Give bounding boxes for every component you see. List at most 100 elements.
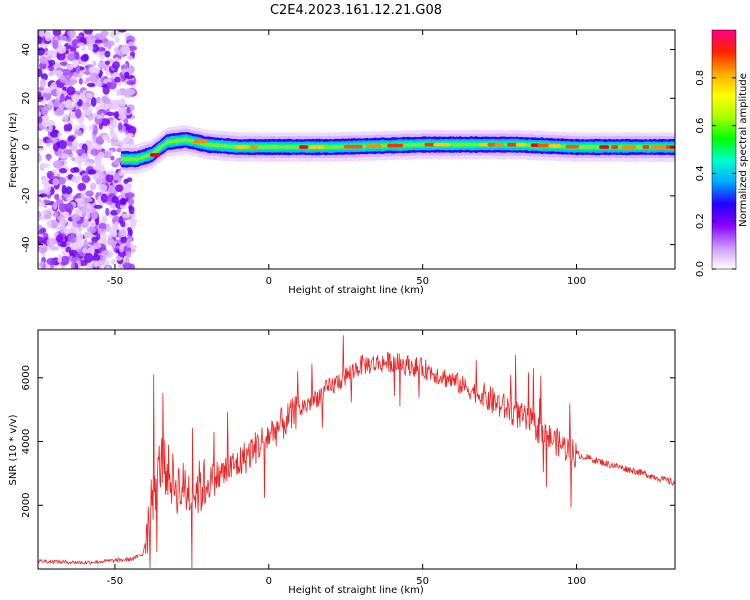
noise-blob bbox=[115, 184, 124, 192]
noise-blob bbox=[125, 239, 131, 248]
noise-blob bbox=[54, 98, 61, 108]
noise-blob bbox=[59, 93, 65, 103]
noise-blob bbox=[39, 193, 48, 198]
noise-blob bbox=[85, 140, 94, 148]
snr-xlabel: Height of straight line (km) bbox=[288, 585, 424, 596]
y-tick-label: 6000 bbox=[21, 365, 32, 390]
noise-blob bbox=[116, 89, 121, 97]
noise-blob bbox=[125, 250, 132, 259]
noise-blob bbox=[130, 84, 136, 89]
noise-blob bbox=[39, 30, 45, 38]
noise-blob bbox=[107, 170, 115, 176]
noise-blob bbox=[112, 117, 118, 128]
noise-blob bbox=[110, 155, 115, 161]
noise-blob bbox=[75, 108, 82, 119]
noise-blob bbox=[92, 254, 101, 262]
noise-blob bbox=[81, 174, 91, 184]
noise-blob bbox=[57, 147, 63, 158]
noise-blob bbox=[97, 61, 105, 69]
noise-blob bbox=[53, 109, 64, 116]
noise-blob bbox=[126, 132, 134, 138]
noise-blob bbox=[46, 220, 52, 228]
noise-blob bbox=[67, 233, 77, 243]
noise-blob bbox=[127, 198, 135, 206]
noise-blob bbox=[77, 202, 85, 208]
noise-blob bbox=[84, 161, 94, 167]
noise-blob bbox=[106, 234, 113, 239]
noise-blob bbox=[74, 197, 84, 203]
noise-blob bbox=[38, 230, 45, 235]
noise-blob bbox=[72, 241, 79, 250]
ridge-peak bbox=[548, 144, 562, 148]
noise-blob bbox=[55, 234, 64, 243]
noise-blob bbox=[46, 153, 51, 162]
noise-blob bbox=[74, 129, 83, 136]
noise-blob bbox=[102, 97, 111, 104]
noise-blob bbox=[113, 132, 118, 141]
noise-blob bbox=[92, 125, 99, 135]
noise-blob bbox=[93, 204, 103, 209]
noise-blob bbox=[96, 114, 102, 120]
noise-blob bbox=[104, 60, 111, 65]
snr-panel: -50 0 50 100 2000 4000 6000 Height of straight… bbox=[8, 329, 676, 596]
noise-blob bbox=[113, 172, 120, 181]
noise-blob bbox=[83, 196, 90, 203]
noise-blob bbox=[71, 140, 79, 147]
noise-blob bbox=[53, 70, 64, 77]
noise-blob bbox=[106, 81, 112, 88]
noise-blob bbox=[95, 217, 100, 226]
y-tick-label: 40 bbox=[21, 43, 32, 56]
noise-blob bbox=[106, 124, 116, 129]
noise-blob bbox=[54, 193, 60, 201]
noise-blob bbox=[38, 142, 42, 147]
noise-blob bbox=[104, 103, 114, 108]
ridge-band bbox=[121, 136, 675, 163]
noise-blob bbox=[111, 229, 118, 238]
noise-blob bbox=[91, 236, 99, 243]
ridge-peak bbox=[621, 145, 637, 149]
noise-blob bbox=[77, 182, 87, 192]
noise-blob bbox=[91, 212, 99, 220]
snr-ylabel: SNR (10 * v/v) bbox=[8, 414, 19, 485]
noise-blob bbox=[100, 112, 105, 119]
ridge-peak bbox=[236, 145, 248, 149]
ridge-peak bbox=[366, 144, 382, 148]
noise-blob bbox=[113, 111, 120, 119]
noise-blob bbox=[86, 227, 96, 233]
noise-blob bbox=[105, 223, 111, 233]
noise-blob bbox=[109, 99, 119, 105]
noise-blob bbox=[124, 71, 130, 78]
noise-blob bbox=[78, 77, 83, 85]
noise-blob bbox=[65, 37, 72, 42]
noise-blob bbox=[66, 64, 74, 71]
noise-blob bbox=[93, 260, 99, 268]
noise-blob bbox=[67, 135, 75, 142]
noise-blob bbox=[43, 184, 52, 192]
noise-blob bbox=[116, 208, 121, 214]
noise-blob bbox=[105, 265, 111, 269]
noise-blob bbox=[49, 59, 56, 66]
noise-blob bbox=[97, 151, 105, 159]
noise-blob bbox=[71, 156, 76, 162]
noise-blob bbox=[40, 107, 49, 116]
ridge-peak bbox=[494, 142, 504, 147]
noise-blob bbox=[70, 262, 76, 269]
noise-blob bbox=[45, 49, 56, 55]
noise-blob bbox=[57, 132, 63, 138]
noise-blob bbox=[82, 208, 93, 213]
noise-blob bbox=[111, 196, 120, 204]
noise-blob bbox=[126, 106, 131, 114]
ridge-peak bbox=[642, 145, 650, 149]
noise-blob bbox=[73, 167, 80, 173]
noise-blob bbox=[121, 213, 131, 219]
noise-blob bbox=[117, 106, 124, 115]
noise-blob bbox=[114, 221, 119, 230]
x-tick-label: 100 bbox=[567, 576, 586, 587]
noise-blob bbox=[41, 115, 50, 121]
ridge-band bbox=[121, 134, 675, 166]
noise-blob bbox=[88, 66, 96, 74]
ridge-peak bbox=[611, 145, 619, 149]
noise-blob bbox=[98, 222, 107, 230]
noise-blob bbox=[112, 61, 120, 69]
noise-blob bbox=[92, 242, 102, 250]
